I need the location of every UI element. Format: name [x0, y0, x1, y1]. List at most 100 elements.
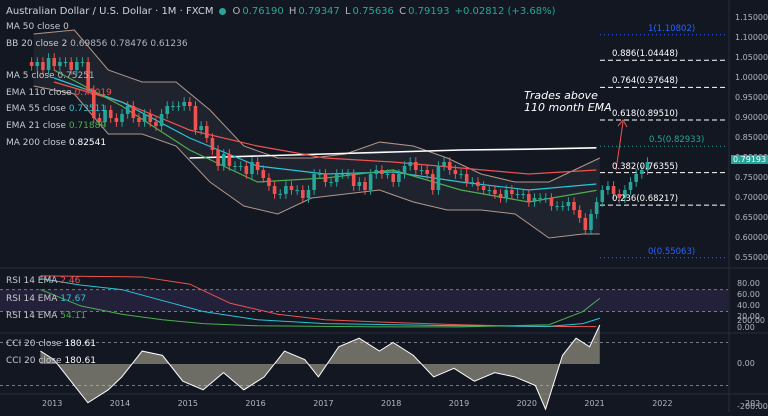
time-axis-tick: 2019: [448, 399, 470, 408]
candle-body: [402, 166, 407, 174]
candle-body: [380, 170, 384, 174]
fib-level-label: 0.618(0.89510): [612, 108, 679, 119]
cci-label-text: CCI 20 close: [6, 339, 62, 349]
indicator-bb20[interactable]: BB 20 close 2 0.69856 0.78476 0.61236: [6, 39, 188, 49]
annotation-arrow: [615, 121, 624, 171]
candle-body: [543, 198, 548, 199]
rsi-label-3[interactable]: RSI 14 EMA 54.11: [6, 311, 86, 321]
ohlc-readout: O 0.76190 H 0.79347 L 0.75636 C 0.79193 +0.0…: [232, 6, 557, 17]
cci-label-2[interactable]: CCI 20 close 180.61: [6, 356, 96, 366]
rsi-label-2[interactable]: RSI 14 EMA 17.67: [6, 294, 86, 304]
candle-body: [549, 198, 554, 206]
indicator-ema110[interactable]: EMA 110 close 0.77019: [6, 88, 112, 98]
candle-body: [414, 162, 418, 170]
price-axis-tick: 0.95000: [735, 93, 768, 102]
candle-body: [267, 178, 271, 186]
candle-body: [611, 186, 616, 194]
candle-body: [176, 106, 181, 107]
last-price-tag: 0.79193: [731, 155, 768, 165]
fib-level-label: 0.886(1.04448): [612, 49, 679, 60]
candle-body: [628, 182, 633, 190]
time-axis-tick: 202: [745, 399, 761, 408]
fib-level-label: 0.5(0.82933): [649, 135, 705, 146]
rsi-axis-tick: 20.00: [737, 312, 760, 322]
candle-body: [583, 218, 588, 230]
candle-body: [385, 174, 390, 175]
candle-body: [58, 62, 62, 66]
ohlc-change-value: +0.02812 (+3.68%): [454, 6, 556, 17]
candle-body: [493, 190, 497, 194]
candle-body: [566, 202, 571, 206]
rsi-line: [40, 289, 601, 328]
rsi-axis-tick: 80.00: [737, 279, 760, 289]
candle-body: [103, 110, 107, 122]
price-axis-tick: 0.65000: [735, 213, 768, 222]
price-axis-tick: 0.90000: [735, 113, 768, 122]
candle-body: [46, 58, 51, 70]
candle-body: [204, 126, 209, 138]
ohlc-open-value: 0.76190: [242, 6, 284, 17]
candle-body: [442, 162, 446, 166]
rsi-axis-tick: 40.00: [737, 301, 760, 311]
candle-body: [148, 114, 153, 122]
ohlc-high-key: H: [288, 6, 297, 17]
fib-level-label: 0.382(0.76355): [612, 161, 679, 172]
candle-body: [216, 150, 220, 166]
candle-body: [301, 190, 305, 198]
fib-level-label: 0.764(0.97648): [612, 76, 679, 87]
cci-label-value: 180.61: [64, 356, 96, 366]
candle-body: [114, 118, 119, 122]
ohlc-low-value: 0.75636: [352, 6, 394, 17]
ohlc-close-value: 0.79193: [408, 6, 450, 17]
candle-body: [125, 106, 130, 114]
candle-body: [238, 166, 243, 167]
indicator-ema55[interactable]: EMA 55 close 0.73511: [6, 104, 106, 114]
candle-body: [510, 190, 514, 194]
candle-body: [227, 154, 232, 166]
price-axis-tick: 0.85000: [735, 133, 768, 142]
indicator-value: 0.75251: [57, 71, 95, 81]
rsi-label-value: 17.67: [60, 294, 87, 304]
indicator-ema21[interactable]: EMA 21 close 0.71889: [6, 121, 106, 131]
candle-body: [606, 186, 610, 190]
indicator-ma50[interactable]: MA 50 close 0: [6, 22, 69, 32]
indicator-value: 0.73511: [68, 104, 107, 114]
candle-body: [447, 162, 452, 170]
candle-body: [464, 174, 469, 182]
candle-body: [317, 174, 322, 175]
indicator-label: MA 50 close 0: [6, 22, 69, 32]
candle-body: [193, 106, 198, 130]
rsi-label-1[interactable]: RSI 14 EMA 2.46: [6, 276, 80, 286]
trend-annotation: Trades above 110 month EMA: [524, 90, 612, 114]
indicator-ma200[interactable]: MA 200 close 0.82541: [6, 138, 106, 148]
candle-body: [284, 186, 288, 194]
candle-body: [91, 90, 96, 118]
candle-body: [171, 106, 175, 107]
price-axis-tick: 0.55000: [735, 253, 768, 262]
candle-body: [425, 170, 429, 174]
candle-body: [323, 174, 328, 182]
rsi-band-fill: [0, 289, 728, 312]
candle-body: [419, 170, 424, 171]
cci-label-1[interactable]: CCI 20 close 180.61: [6, 339, 96, 349]
candle-body: [340, 174, 345, 175]
candle-body: [272, 186, 277, 194]
indicator-label: EMA 21 close: [6, 121, 66, 131]
indicator-label: EMA 110 close: [6, 88, 72, 98]
candle-body: [594, 202, 599, 214]
indicator-ma5[interactable]: MA 5 close 0.75251: [6, 71, 95, 81]
candle-body: [29, 62, 34, 66]
candle-body: [504, 190, 509, 198]
candle-body: [408, 162, 412, 166]
indicator-label: BB 20 close 2: [6, 39, 68, 49]
candle-body: [459, 174, 463, 175]
time-axis-tick: 2020: [516, 399, 537, 408]
rsi-label-text: RSI 14 EMA: [6, 294, 58, 304]
symbol-title[interactable]: Australian Dollar / U.S. Dollar · 1M · F…: [6, 6, 214, 17]
candle-body: [397, 174, 401, 182]
time-axis-tick: 2013: [42, 399, 63, 408]
time-axis-tick: 2015: [177, 399, 198, 408]
rsi-line: [40, 278, 600, 327]
